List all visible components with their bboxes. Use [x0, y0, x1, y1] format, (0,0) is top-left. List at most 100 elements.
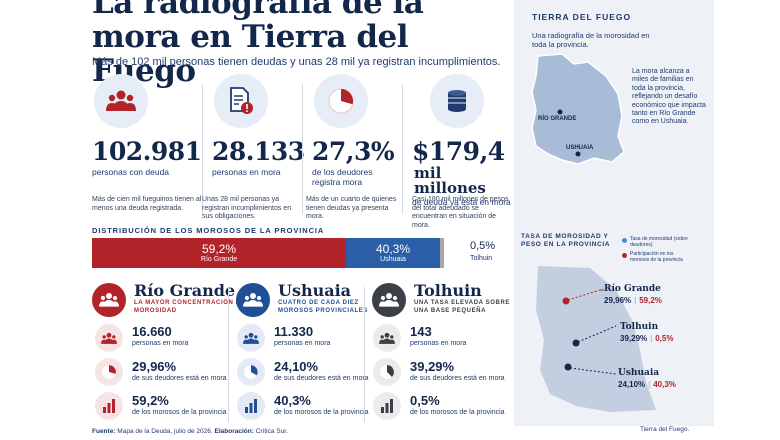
pie-icon [95, 358, 123, 386]
page-subtitle: Más de 102 mil personas tienen deudas y … [92, 56, 501, 68]
stat-label: personas en mora [132, 340, 189, 347]
kpi-description: Más de un cuarto de quienes tienen deuda… [306, 196, 397, 220]
map-city-rio-grande: RÍO GRANDE [538, 116, 577, 122]
city-name-ushuaia: Ushuaia [278, 281, 352, 300]
legend-rate: Tasa de morosidad (sobre deudores) [630, 236, 688, 248]
pie-icon [237, 358, 265, 386]
distribution-name-tolhuin: Tolhuin [470, 255, 493, 262]
bar-chart-icon [237, 392, 265, 420]
stat-label: de los morosos de la provincia [410, 409, 505, 416]
divider [402, 84, 403, 214]
kpi-description: Unas 28 mil personas ya registran incump… [202, 196, 292, 220]
kpi-value: 102.981 [92, 137, 202, 166]
city-name-rio-grande: Río Grande [134, 281, 236, 300]
distribution-name: Ushuaia [380, 255, 406, 263]
kpi-debt-amount: $179,4 mil millones de deuda ya está en … [412, 74, 512, 224]
rate-value: 24,10% [618, 380, 646, 389]
stat-label: de sus deudores está en mora [132, 375, 227, 382]
kpi-description: Casi 180 mil millones de pesos del total… [412, 196, 509, 229]
rate-city-rio-grande: Río Grande [604, 284, 661, 294]
rate-values-ushuaia: 24,10% | 40,3% [618, 380, 676, 389]
rate-value: 39,29% [620, 334, 648, 343]
city-name-tolhuin: Tolhuin [414, 281, 482, 300]
stat-label: de sus deudores está en mora [274, 375, 369, 382]
pie-icon [373, 358, 401, 386]
stat-value: 40,3% [274, 393, 311, 408]
distribution-pct: 40,3% [375, 241, 411, 256]
distribution-bar-ushuaia: 40,3% Ushuaia [346, 238, 440, 268]
stat-value: 59,2% [132, 393, 169, 408]
city-sub-rio-grande: LA MAYOR CONCENTRACIÓN DE MOROSIDAD [134, 300, 246, 314]
kpi-label: personas en mora [212, 167, 281, 177]
rate-values-tolhuin: 39,29% | 0,5% [620, 334, 674, 343]
footer-source: Fuente: Mapa de la Deuda, julio de 2026.… [92, 428, 288, 435]
kpi-value: 27,3% [312, 137, 395, 166]
stat-value: 0,5% [410, 393, 440, 408]
rate-values-rio-grande: 29,96% | 59,2% [604, 296, 662, 305]
divider [302, 84, 303, 214]
city-rio-grande-icon [92, 283, 126, 317]
people-icon [95, 324, 123, 352]
rate-value: 29,96% [604, 296, 632, 305]
stat-label: de los morosos de la provincia [132, 409, 227, 416]
kpi-label: de los deudores registra mora [312, 167, 373, 187]
stat-label: de sus deudores está en mora [410, 375, 505, 382]
bar-chart-icon [373, 392, 401, 420]
legend-dot-share [622, 253, 627, 258]
pie-icon [314, 74, 368, 128]
kpi-value: $179,4 [412, 137, 505, 166]
rate-city-tolhuin: Tolhuin [620, 322, 659, 332]
city-sub-tolhuin: UNA TASA ELEVADA SOBRE UNA BASE PEQUEÑA [414, 300, 510, 314]
people-icon [237, 324, 265, 352]
map-city-ushuaia: USHUAIA [566, 145, 594, 151]
people-icon [94, 74, 148, 128]
city-ushuaia-icon [236, 283, 270, 317]
stat-value: 11.330 [274, 324, 314, 339]
distribution-name: Río Grande [200, 255, 238, 263]
distribution-title: DISTRIBUCIÓN DE LOS MOROSOS DE LA PROVIN… [92, 226, 325, 235]
people-icon [373, 324, 401, 352]
stat-label: personas en mora [410, 340, 467, 347]
city-tolhuin-icon [372, 283, 406, 317]
rate-panel-title: TASA DE MOROSIDAD Y PESO EN LA PROVINCIA [521, 233, 611, 248]
map-note: La mora alcanza a miles de familias en t… [632, 68, 706, 126]
divider [228, 287, 229, 422]
kpi-value-unit: mil millones [414, 164, 486, 197]
footer-credit: Tierra del Fuego. [640, 426, 690, 433]
divider [202, 84, 203, 214]
map-subtitle: Una radiografía de la morosidad en toda … [532, 31, 650, 49]
city-sub-ushuaia: CUATRO DE CADA DIEZ MOROSOS PROVINCIALES [278, 300, 369, 314]
elab-text: Crítica Sur. [255, 428, 288, 435]
kpi-people-with-debt: 102.981 personas con deuda [92, 74, 202, 224]
kpi-description: Más de cien mil fueguinos tienen al meno… [92, 196, 202, 212]
divider [364, 287, 365, 422]
coins-icon [430, 74, 484, 128]
legend-dot-rate [622, 238, 627, 243]
source-text: Mapa de la Deuda, julio de 2026. [117, 428, 213, 435]
rate-city-ushuaia: Ushuaia [618, 368, 660, 378]
rate-map [536, 266, 656, 412]
share-value: 40,3% [653, 380, 676, 389]
stat-value: 29,96% [132, 359, 177, 374]
distribution-pct-tolhuin: 0,5% [470, 240, 496, 252]
stat-label: personas en mora [274, 340, 331, 347]
distribution-bar-rio-grande: 59,2% Río Grande [92, 238, 346, 268]
source-label: Fuente: [92, 428, 116, 435]
kpi-default-rate: 27,3% de los deudores registra mora [312, 74, 417, 224]
share-value: 59,2% [639, 296, 662, 305]
kpi-people-in-default: 28.133 personas en mora [212, 74, 317, 224]
elab-label: Elaboración: [214, 428, 254, 435]
province-map [531, 53, 625, 165]
kpi-value: 28.133 [212, 137, 305, 166]
legend-share: Participación en los morosos de la provi… [630, 251, 683, 263]
document-alert-icon [214, 74, 268, 128]
stat-value: 39,29% [410, 359, 455, 374]
share-value: 0,5% [655, 334, 674, 343]
map-title: TIERRA DEL FUEGO [532, 12, 632, 22]
kpi-label: personas con deuda [92, 167, 170, 177]
distribution-pct: 59,2% [201, 241, 237, 256]
distribution-bar-tolhuin [440, 238, 444, 268]
stat-value: 143 [410, 324, 432, 339]
stat-value: 16.660 [132, 324, 172, 339]
stat-label: de los morosos de la provincia [274, 409, 369, 416]
